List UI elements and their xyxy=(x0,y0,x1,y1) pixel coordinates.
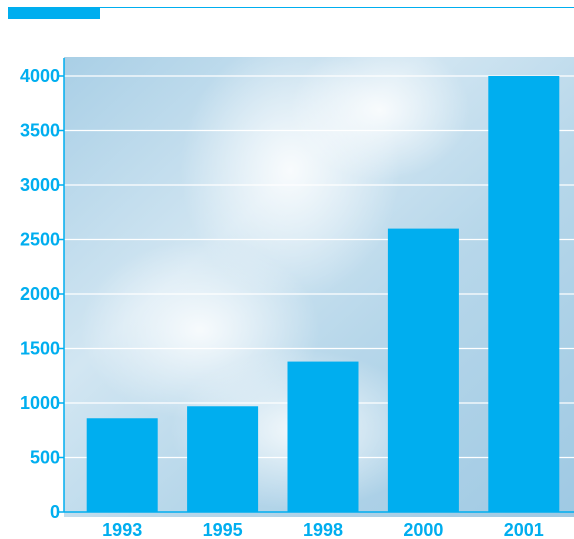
y-tick-label: 0 xyxy=(50,502,60,522)
y-tick-label: 4000 xyxy=(20,66,60,86)
x-tick-labels: 1993 1995 1998 2000 2001 xyxy=(102,520,544,539)
x-tick-label: 1998 xyxy=(303,520,343,539)
x-tick-label: 2000 xyxy=(403,520,443,539)
bars xyxy=(86,76,560,512)
y-tick-labels: 0 500 1000 1500 2000 2500 3000 3500 4000 xyxy=(20,66,60,522)
bar-2000 xyxy=(387,228,459,512)
header-accent-bar xyxy=(8,7,100,19)
header-rule-line xyxy=(8,7,574,8)
y-tick-label: 2500 xyxy=(20,230,60,250)
x-tick-label: 1993 xyxy=(102,520,142,539)
bar-1995 xyxy=(187,406,259,512)
y-tick-label: 3000 xyxy=(20,175,60,195)
x-tick-label: 2001 xyxy=(504,520,544,539)
y-tick-label: 2000 xyxy=(20,284,60,304)
y-tick-label: 3500 xyxy=(20,121,60,141)
x-tick-label: 1995 xyxy=(203,520,243,539)
axes xyxy=(58,58,574,513)
y-tick-label: 1000 xyxy=(20,393,60,413)
y-tick-label: 500 xyxy=(30,448,60,468)
y-tick-label: 1500 xyxy=(20,339,60,359)
bar-1993 xyxy=(86,418,158,512)
bar-2001 xyxy=(488,76,560,512)
bar-1998 xyxy=(287,361,359,512)
